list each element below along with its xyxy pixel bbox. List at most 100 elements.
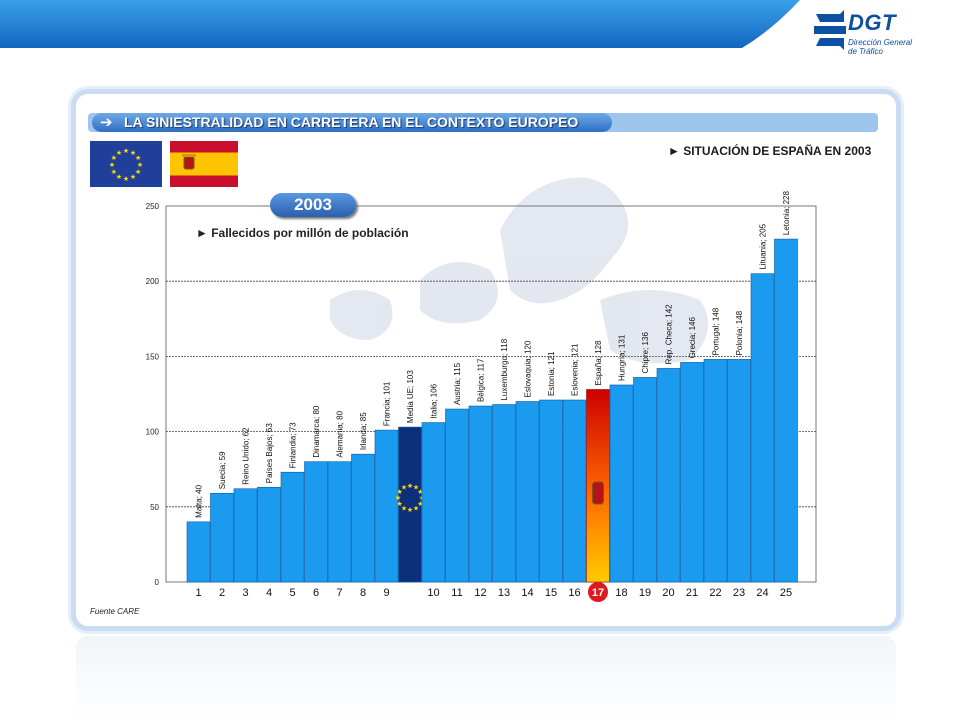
x-rank-label: 25 — [780, 587, 792, 599]
x-rank-label: 22 — [709, 587, 721, 599]
header-band — [0, 0, 800, 48]
bar-data-label: Letonia; 228 — [782, 190, 791, 235]
arrow-right-icon: ➔ — [100, 113, 113, 131]
bar-data-label: Chipre; 136 — [641, 332, 650, 374]
bar — [562, 399, 587, 583]
frame-reflection — [76, 636, 896, 720]
bar — [468, 405, 493, 583]
bar-data-label: Media UE; 103 — [406, 370, 415, 423]
x-rank-label: 9 — [383, 587, 389, 599]
y-tick-label: 200 — [146, 277, 160, 286]
x-rank-label: 12 — [474, 587, 486, 599]
eu-star-icon: ★ — [396, 488, 402, 496]
bar — [233, 488, 258, 583]
bar — [210, 492, 234, 583]
page-title: LA SINIESTRALIDAD EN CARRETERA EN EL CON… — [124, 114, 579, 130]
bar — [327, 461, 352, 583]
bar — [609, 384, 634, 583]
x-rank-label: 21 — [686, 587, 698, 599]
eu-star-icon: ★ — [396, 500, 402, 508]
dgt-logo-icon — [814, 10, 846, 50]
bar-data-label: Francia; 101 — [383, 381, 392, 426]
x-rank-label: 3 — [242, 587, 248, 599]
eu-star-icon: ★ — [401, 504, 407, 512]
bar-data-label: Suecia; 59 — [218, 451, 227, 489]
x-rank-label: 8 — [360, 587, 366, 599]
bar — [374, 429, 399, 583]
y-tick-label: 100 — [146, 428, 160, 437]
bar — [515, 401, 540, 583]
eu-star-icon: ★ — [407, 506, 413, 514]
bar-data-label: Polonia; 148 — [735, 310, 744, 355]
x-rank-label: 2 — [219, 587, 225, 599]
bar-data-label: Dinamarca; 80 — [312, 405, 321, 458]
bar — [492, 404, 516, 583]
bar — [703, 359, 728, 583]
eu-star-icon: ★ — [123, 175, 129, 183]
spain-coat-of-arms-icon — [592, 481, 604, 505]
eu-star-icon: ★ — [413, 484, 419, 492]
x-rank-label: 13 — [498, 587, 510, 599]
bar-data-label: Hungría; 131 — [618, 334, 627, 381]
chart-legend-label: ► Fallecidos por millón de población — [196, 226, 409, 240]
x-rank-label: 20 — [662, 587, 674, 599]
bar-data-label: Italia; 106 — [430, 383, 439, 418]
x-rank-label: 17 — [592, 587, 604, 599]
bar — [351, 453, 375, 583]
bar — [750, 273, 775, 583]
bar — [680, 362, 704, 583]
bar — [633, 377, 657, 583]
bar-data-label: Eslovaquia; 120 — [524, 340, 533, 397]
bar-data-label: Bélgica; 117 — [477, 358, 486, 402]
eu-star-icon: ★ — [417, 500, 423, 508]
x-rank-label: 10 — [427, 587, 439, 599]
x-rank-label: 14 — [521, 587, 533, 599]
bar-data-label: Rep. Checa; 142 — [665, 304, 674, 365]
logo-text: DGT — [848, 10, 896, 35]
eu-star-icon: ★ — [123, 147, 129, 155]
eu-star-icon: ★ — [135, 168, 141, 176]
spain-flag-icon — [170, 141, 238, 187]
eu-star-icon: ★ — [413, 504, 419, 512]
section-subtitle: ► SITUACIÓN DE ESPAÑA EN 2003 — [668, 144, 872, 158]
bar — [257, 486, 281, 583]
bar-data-label: Estonia; 121 — [547, 351, 556, 396]
eu-star-icon: ★ — [111, 154, 117, 162]
bar-data-label: Lituania; 205 — [759, 223, 768, 269]
eu-star-icon: ★ — [417, 488, 423, 496]
bar — [421, 422, 446, 583]
bar — [304, 461, 328, 583]
bar — [280, 471, 305, 583]
bar-data-label: Finlandia; 73 — [289, 422, 298, 468]
y-tick-label: 250 — [146, 202, 160, 211]
x-rank-label: 7 — [336, 587, 342, 599]
bar — [398, 426, 422, 583]
eu-star-icon: ★ — [135, 154, 141, 162]
x-rank-label: 18 — [615, 587, 627, 599]
x-rank-label: 19 — [639, 587, 651, 599]
bar-data-label: Portugal; 148 — [712, 307, 721, 355]
eu-star-icon: ★ — [116, 173, 122, 181]
bar — [774, 238, 798, 583]
eu-star-icon: ★ — [130, 173, 136, 181]
eu-star-icon: ★ — [111, 168, 117, 176]
bar-data-label: Irlanda; 85 — [359, 412, 368, 450]
eu-star-icon: ★ — [109, 161, 115, 169]
title-pill — [92, 113, 612, 132]
x-rank-label: 23 — [733, 587, 745, 599]
logo-subtitle: Dirección General de Tráfico — [848, 38, 913, 56]
bar — [727, 359, 751, 583]
eu-star-icon: ★ — [395, 494, 401, 502]
x-rank-label: 1 — [195, 587, 201, 599]
bar — [445, 408, 469, 583]
y-tick-label: 150 — [146, 352, 160, 361]
bar-data-label: Países Bajos; 63 — [265, 423, 274, 484]
x-rank-label: 24 — [756, 587, 768, 599]
x-rank-label: 15 — [545, 587, 557, 599]
x-rank-label: 16 — [568, 587, 580, 599]
bar-data-label: Grecia; 146 — [688, 317, 697, 359]
bar-data-label: España; 128 — [594, 340, 603, 385]
x-rank-label: 4 — [266, 587, 272, 599]
bar-data-label: Alemania; 80 — [336, 410, 345, 457]
